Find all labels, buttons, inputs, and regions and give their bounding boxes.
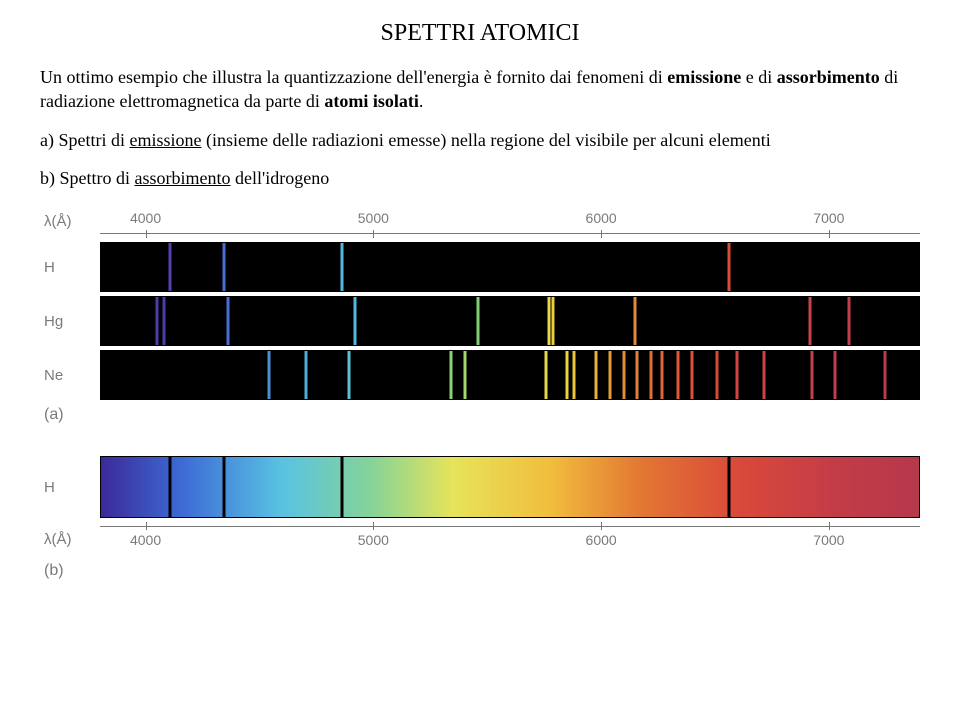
axis-tick-label: 5000 bbox=[358, 210, 389, 226]
emission-band bbox=[100, 350, 920, 400]
item-a: a) Spettri di emissione (insieme delle r… bbox=[40, 128, 920, 152]
axis-tick bbox=[829, 230, 830, 238]
item-b-post: dell'idrogeno bbox=[231, 168, 330, 188]
item-b-u: assorbimento bbox=[135, 168, 231, 188]
absorption-dark-line bbox=[222, 457, 225, 517]
axis-tick-label: 5000 bbox=[358, 532, 389, 548]
absorption-dark-line bbox=[727, 457, 730, 517]
axis-tick-label: 6000 bbox=[586, 532, 617, 548]
spectral-line bbox=[226, 297, 229, 345]
axis-title-top: λ(Å) bbox=[40, 213, 100, 230]
spectral-line bbox=[633, 297, 636, 345]
spectral-line bbox=[608, 351, 611, 399]
spectral-line bbox=[715, 351, 718, 399]
spectral-line bbox=[168, 243, 171, 291]
spectral-line bbox=[347, 351, 350, 399]
spectral-line bbox=[463, 351, 466, 399]
p1-mid1: e di bbox=[741, 67, 777, 87]
spectral-line bbox=[727, 243, 730, 291]
spectral-line bbox=[622, 351, 625, 399]
item-a-u: emissione bbox=[129, 130, 201, 150]
p1-b3: atomi isolati bbox=[324, 91, 419, 111]
spectral-line bbox=[477, 297, 480, 345]
spectral-line bbox=[677, 351, 680, 399]
axis-line bbox=[100, 233, 920, 234]
spectral-line bbox=[163, 297, 166, 345]
emission-row: H bbox=[40, 242, 920, 292]
spectral-line bbox=[690, 351, 693, 399]
axis-line-bottom bbox=[100, 526, 920, 527]
spectral-line bbox=[552, 297, 555, 345]
spectral-line bbox=[156, 297, 159, 345]
spectral-line bbox=[565, 351, 568, 399]
p1-post: . bbox=[419, 91, 424, 111]
spectral-line bbox=[883, 351, 886, 399]
spectral-line bbox=[811, 351, 814, 399]
axis-top: λ(Å) 4000 5000 6000 7000 bbox=[40, 204, 920, 238]
p1-b1: emissione bbox=[667, 67, 741, 87]
axis-tick bbox=[829, 522, 830, 530]
paragraph-intro: Un ottimo esempio che illustra la quanti… bbox=[40, 65, 920, 114]
axis-tick bbox=[146, 522, 147, 530]
axis-tick-label: 7000 bbox=[813, 210, 844, 226]
axis-tick-label: 7000 bbox=[813, 532, 844, 548]
spectral-line bbox=[636, 351, 639, 399]
emission-container: H Hg Ne bbox=[40, 242, 920, 400]
page-title: SPETTRI ATOMICI bbox=[40, 20, 920, 47]
spectral-line bbox=[268, 351, 271, 399]
emission-band bbox=[100, 296, 920, 346]
spectral-line bbox=[847, 297, 850, 345]
absorption-label: H bbox=[40, 479, 100, 496]
spectral-line bbox=[595, 351, 598, 399]
axis-tick bbox=[373, 230, 374, 238]
item-a-post: (insieme delle radiazioni emesse) nella … bbox=[201, 130, 770, 150]
axis-bottom-area: 4000 5000 6000 7000 bbox=[100, 522, 920, 556]
spectral-line bbox=[353, 297, 356, 345]
spectral-line bbox=[661, 351, 664, 399]
panel-a-tag: (a) bbox=[40, 406, 920, 424]
item-a-pre: a) Spettri di bbox=[40, 130, 129, 150]
spectral-line bbox=[833, 351, 836, 399]
item-b: b) Spettro di assorbimento dell'idrogeno bbox=[40, 166, 920, 190]
spectral-line bbox=[341, 243, 344, 291]
absorption-band bbox=[100, 456, 920, 518]
absorption-dark-line bbox=[341, 457, 344, 517]
emission-row: Hg bbox=[40, 296, 920, 346]
emission-row: Ne bbox=[40, 350, 920, 400]
axis-tick-label: 4000 bbox=[130, 210, 161, 226]
axis-tick bbox=[373, 522, 374, 530]
axis-title-bottom: λ(Å) bbox=[40, 531, 100, 548]
spectral-line bbox=[547, 297, 550, 345]
spectra-figure: λ(Å) 4000 5000 6000 7000 H Hg Ne (a) H λ(Å) 4… bbox=[40, 204, 920, 580]
emission-label: H bbox=[40, 259, 100, 276]
axis-tick-label: 4000 bbox=[130, 532, 161, 548]
axis-tick bbox=[146, 230, 147, 238]
spectral-line bbox=[572, 351, 575, 399]
axis-bottom: λ(Å) 4000 5000 6000 7000 bbox=[40, 522, 920, 556]
spectral-line bbox=[763, 351, 766, 399]
emission-band bbox=[100, 242, 920, 292]
spectral-line bbox=[545, 351, 548, 399]
panel-b-tag: (b) bbox=[40, 562, 920, 580]
spectral-line bbox=[649, 351, 652, 399]
emission-label: Hg bbox=[40, 313, 100, 330]
emission-label: Ne bbox=[40, 367, 100, 384]
spectral-line bbox=[449, 351, 452, 399]
absorption-dark-line bbox=[168, 457, 171, 517]
spectral-line bbox=[304, 351, 307, 399]
spacer bbox=[40, 424, 920, 452]
spectral-line bbox=[736, 351, 739, 399]
axis-tick-label: 6000 bbox=[586, 210, 617, 226]
axis-tick bbox=[601, 522, 602, 530]
spectral-line bbox=[808, 297, 811, 345]
p1-b2: assorbimento bbox=[777, 67, 880, 87]
p1-pre: Un ottimo esempio che illustra la quanti… bbox=[40, 67, 667, 87]
axis-top-area: 4000 5000 6000 7000 bbox=[100, 204, 920, 238]
spectral-line bbox=[222, 243, 225, 291]
item-b-pre: b) Spettro di bbox=[40, 168, 135, 188]
absorption-row: H bbox=[40, 456, 920, 518]
axis-tick bbox=[601, 230, 602, 238]
